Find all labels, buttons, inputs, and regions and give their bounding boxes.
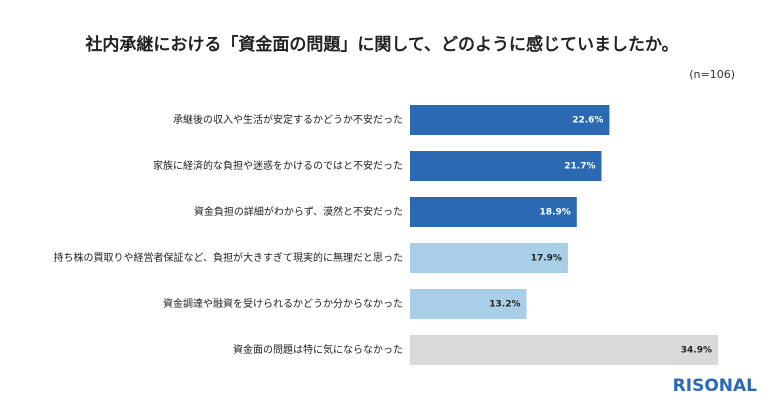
- value-label: 22.6%: [572, 116, 603, 126]
- bar: [410, 197, 577, 227]
- sample-size: (n=106): [689, 68, 735, 81]
- bar: [410, 105, 610, 135]
- bar: [410, 243, 568, 273]
- category-label: 持ち株の買取りや経営者保証など、負担が大きすぎて現実的に無理だと思った: [54, 251, 404, 264]
- category-label: 承継後の収入や生活が安定するかどうか不安だった: [173, 113, 403, 126]
- value-label: 18.9%: [540, 208, 571, 218]
- category-label: 家族に経済的な負担や迷惑をかけるのではと不安だった: [153, 159, 403, 172]
- bar: [410, 151, 602, 181]
- chart-title: 社内承継における「資金面の問題」に関して、どのように感じていましたか。: [84, 34, 678, 55]
- value-label: 13.2%: [489, 300, 520, 310]
- value-label: 34.9%: [681, 346, 712, 356]
- value-label: 21.7%: [564, 162, 595, 172]
- logo: RISONAL: [673, 376, 757, 396]
- category-label: 資金負担の詳細がわからず、漠然と不安だった: [194, 205, 403, 218]
- category-label: 資金面の問題は特に気にならなかった: [233, 343, 403, 356]
- bar: [410, 335, 718, 365]
- bar: [410, 289, 527, 319]
- category-label: 資金調達や融資を受けられるかどうか分からなかった: [163, 297, 403, 310]
- value-label: 17.9%: [531, 254, 562, 264]
